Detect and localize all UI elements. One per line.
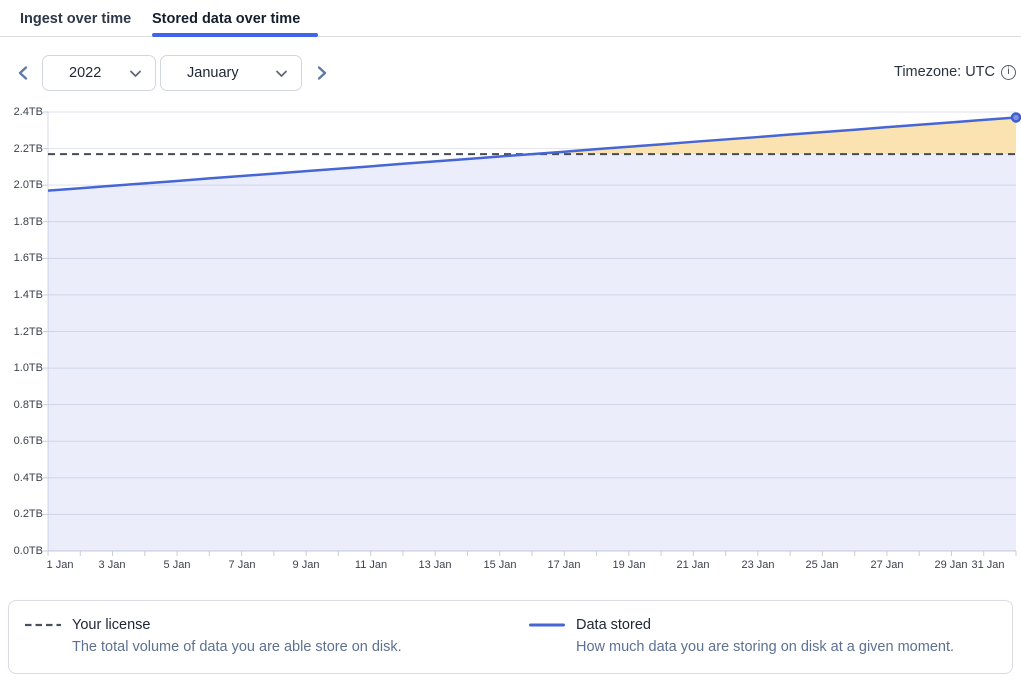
stored-data-chart: 0.0TB 0.2TB 0.4TB 0.6TB 0.8TB 1.0TB 1.2T… [0,0,1021,600]
x-axis-label: 17 Jan [547,559,581,571]
legend-item-data-stored: Data stored How much data you are storin… [529,615,954,657]
x-axis-label: 27 Jan [870,559,904,571]
previous-month-button[interactable] [13,63,33,83]
x-axis-label: 25 Jan [805,559,839,571]
x-axis-label: 13 Jan [418,559,452,571]
active-tab-underline [152,33,318,37]
dashed-line-swatch-icon [25,615,61,635]
chevron-left-icon [18,66,28,80]
x-axis-label: 31 Jan [971,559,1005,571]
year-select[interactable]: 2022 [42,55,156,91]
x-axis-label: 9 Jan [292,559,320,571]
month-select-value: January [187,65,239,81]
y-axis-label: 1.6TB [13,252,43,264]
next-month-button[interactable] [312,63,332,83]
y-axis-label: 2.0TB [13,179,43,191]
x-axis-label: 23 Jan [741,559,775,571]
tab-stored-data-over-time[interactable]: Stored data over time [152,0,300,37]
chevron-down-icon [130,70,141,77]
chart-plot-area[interactable] [0,0,1021,600]
y-axis-label: 0.0TB [13,545,43,557]
y-axis-label: 1.8TB [13,216,43,228]
y-axis-label: 0.6TB [13,435,43,447]
y-axis-label: 0.4TB [13,472,43,484]
chart-legend: Your license The total volume of data yo… [8,600,1013,674]
legend-item-your-license: Your license The total volume of data yo… [25,615,402,657]
y-axis-label: 0.8TB [13,399,43,411]
y-axis-label: 2.4TB [13,106,43,118]
timezone-control: Timezone: UTC i [894,64,1016,80]
tab-stored-label: Stored data over time [152,10,301,27]
tab-ingest-over-time[interactable]: Ingest over time [20,0,131,37]
chevron-right-icon [317,66,327,80]
y-axis-label: 1.4TB [13,289,43,301]
chevron-down-icon [276,70,287,77]
timezone-label: Timezone: UTC [894,64,995,80]
legend-data-stored-description: How much data you are storing on disk at… [576,639,954,655]
x-axis-label: 29 Jan [934,559,968,571]
y-axis-label: 2.2TB [13,143,43,155]
y-axis-label: 0.2TB [13,508,43,520]
x-axis-label: 21 Jan [676,559,710,571]
x-axis-label: 5 Jan [163,559,191,571]
legend-license-description: The total volume of data you are able st… [72,639,402,655]
x-axis-label: 7 Jan [228,559,256,571]
y-axis-label: 1.2TB [13,326,43,338]
legend-data-stored-title: Data stored [576,617,651,633]
info-icon[interactable]: i [1001,64,1016,80]
x-axis-label: 1 Jan [46,559,74,571]
tab-bar: Ingest over time Stored data over time [0,0,1021,37]
x-axis-label: 11 Jan [354,559,388,571]
legend-license-title: Your license [72,617,151,633]
month-select[interactable]: January [160,55,302,91]
x-axis-label: 19 Jan [612,559,646,571]
y-axis-label: 1.0TB [13,362,43,374]
solid-line-swatch-icon [529,615,565,635]
x-axis-label: 3 Jan [98,559,126,571]
year-select-value: 2022 [69,65,102,81]
x-axis-label: 15 Jan [483,559,517,571]
tab-ingest-label: Ingest over time [20,10,132,27]
